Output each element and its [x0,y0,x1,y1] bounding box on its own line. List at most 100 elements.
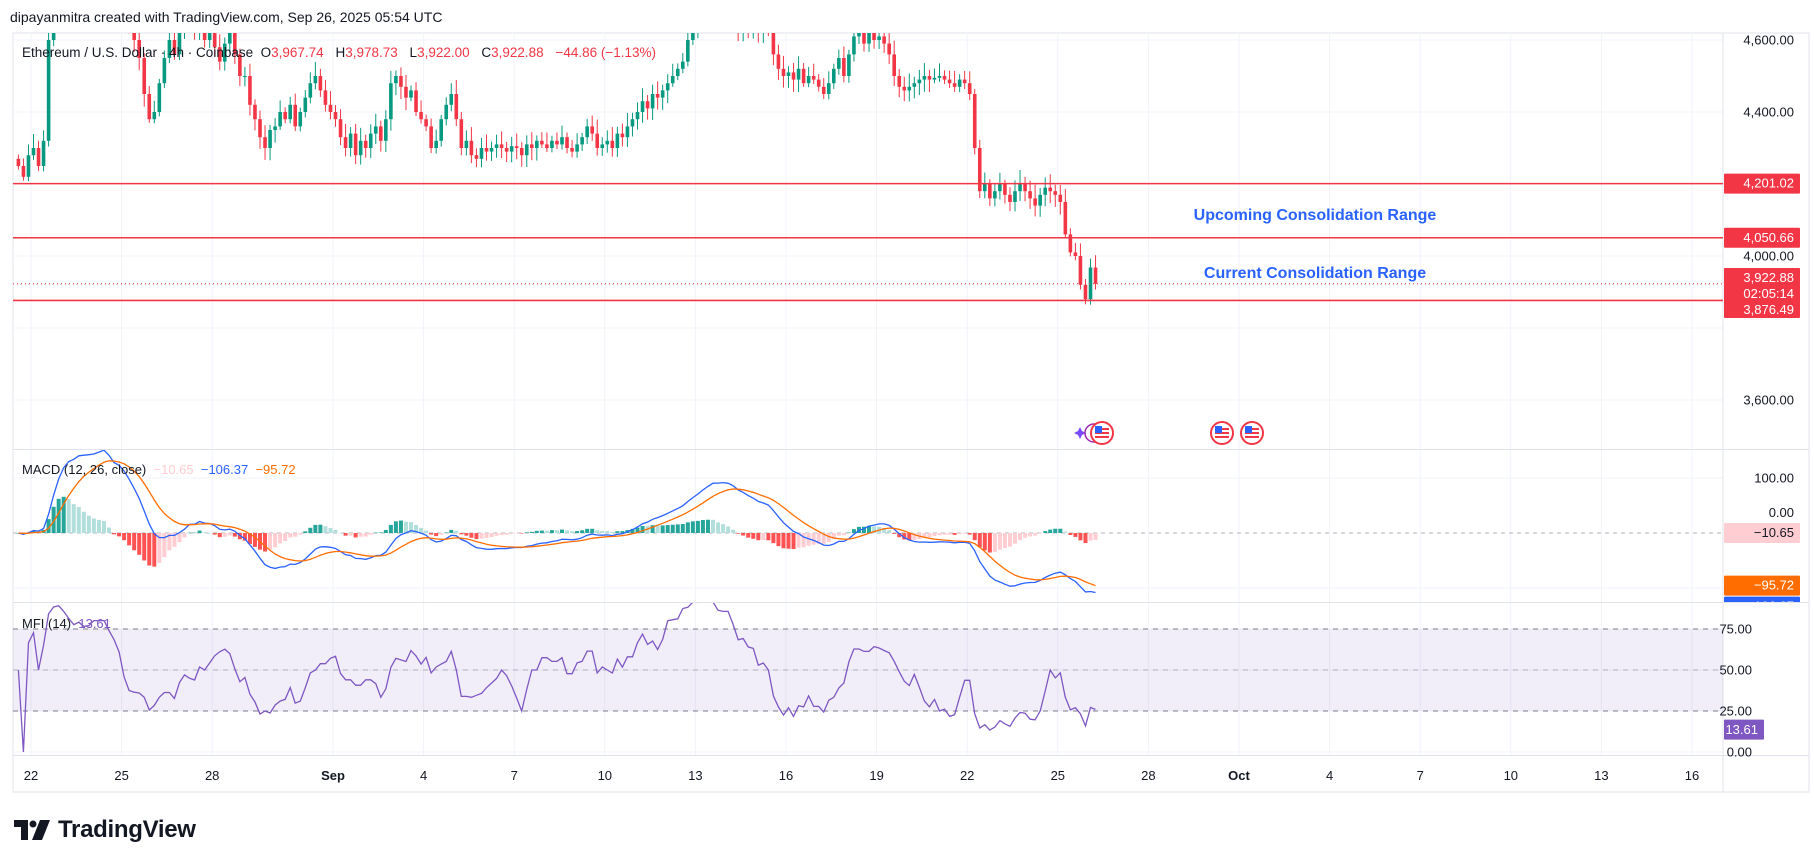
time-axis[interactable]: 22 25 28 Sep 4 7 10 13 16 19 22 25 28 Oct 4 7 10 13 16 [24,768,1699,783]
candle-body [762,22,766,33]
candle-body [384,119,388,141]
candle-body [469,140,474,156]
macd-histogram-bar [731,529,736,533]
candle-body [837,58,841,69]
macd-histogram-bar [867,525,872,533]
candle-body [912,83,917,87]
sparkle-icon[interactable] [1074,427,1086,439]
macd-histogram-bar [1038,533,1043,534]
symbol-title[interactable]: Ethereum / U.S. Dollar · 4h · Coinbase [22,45,254,60]
macd-histogram-bar [711,519,715,533]
macd-histogram-bar [630,528,635,533]
us-flag-icon[interactable] [1090,421,1114,445]
macd-histogram-bar [56,498,61,533]
candle-body [404,86,408,98]
event-markers[interactable] [1074,421,1264,445]
macd-histogram-bar [610,532,615,533]
macd-histogram-bar [318,524,323,533]
candle-body [228,33,232,44]
candle-body [323,90,328,105]
macd-histogram-bar [293,533,298,537]
macd-histogram-bar [1093,533,1098,540]
macd-histogram-bar [846,532,851,534]
candle-body [198,11,202,33]
macd-histogram-bar [841,533,846,536]
mfi-legend[interactable]: MFI (14) 13.61 [22,616,111,631]
candle-body [872,33,876,40]
candle-body [253,104,257,120]
macd-histogram-bar [187,532,192,534]
macd-signal-label: −95.72 [1754,578,1794,593]
candle-body [258,119,262,138]
candle-body [776,54,781,69]
time-axis-label: Sep [321,768,345,783]
macd-legend[interactable]: MACD (12, 26, close) −10.65 −106.37 −95.… [22,462,296,477]
macd-histogram-bar [534,530,539,533]
candle-body [806,76,811,84]
flag-stripe [1095,436,1109,438]
macd-histogram-bar [565,530,570,533]
macd-histogram-bar [348,533,353,536]
macd-hist-value: −10.65 [153,462,194,477]
candle-body [1058,194,1063,202]
candle-body [852,36,856,55]
macd-plot [13,450,1723,594]
price-axis-label: 4,600.00 [1743,33,1794,48]
candle-body [1018,184,1022,192]
us-flag-icon[interactable] [1210,421,1234,445]
last-price-label: 3,876.49 [1743,302,1794,317]
candle-body [957,79,962,87]
macd-histogram-bar [1033,533,1038,536]
macd-histogram-bar [937,533,942,536]
candle-body [21,166,26,177]
macd-histogram-bar [112,533,117,535]
annotation-upcoming-range[interactable]: Upcoming Consolidation Range [1193,207,1437,224]
us-flag-icon[interactable] [1240,421,1264,445]
candle-body [454,94,459,120]
candle-body [691,33,695,40]
price-axis[interactable]: 4,600.00 4,400.00 4,000.00 3,600.00 4,201.02… [1719,33,1800,760]
macd-histogram-bar [373,532,378,534]
candle-body [545,144,549,148]
candle-body [771,33,776,55]
candle-body [757,26,761,33]
macd-histogram-bar [1048,529,1053,533]
macd-histogram-bar [383,529,388,533]
flag-stripe [1215,436,1229,438]
candle-body [46,40,51,141]
mfi-last-tag [1724,719,1764,740]
macd-histogram-bar [147,533,152,566]
candle-body [41,140,46,166]
macd-histogram-bar [851,529,856,533]
close-label: C [481,45,492,60]
horizontal-levels[interactable] [13,182,1723,302]
macd-histogram-bar [529,531,534,533]
candle-body [303,97,308,112]
macd-histogram-bar [358,533,363,537]
annotation-current-range[interactable]: Current Consolidation Range [1203,265,1427,282]
macd-histogram-bar [489,533,494,538]
tradingview-logo[interactable]: TradingView [14,816,196,844]
symbol-legend: Ethereum / U.S. Dollar · 4h · Coinbase O… [22,45,664,60]
candle-body [399,76,403,87]
candle-body [550,140,554,148]
candle-body [917,79,922,84]
macd-histogram-bar [741,533,746,536]
macd-histogram-bar [1083,533,1088,544]
macd-histogram-bar [575,531,580,533]
macd-histogram-bar [635,527,640,533]
macd-histogram-bar [439,533,444,535]
candle-body [726,4,730,8]
macd-histogram-bar [1058,528,1063,533]
macd-histogram-bar [595,530,600,533]
high-label: H [335,45,346,60]
candle-body [977,148,982,192]
time-axis-label: 4 [1326,768,1333,783]
macd-histogram-bar [801,533,806,548]
mfi-axis-label: 25.00 [1719,704,1752,719]
macd-histogram-bar [942,533,947,535]
macd-histogram-bar [1002,533,1007,549]
macd-histogram-bar [419,527,424,533]
macd-histogram-bar [620,531,625,533]
